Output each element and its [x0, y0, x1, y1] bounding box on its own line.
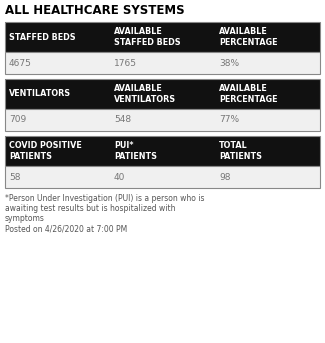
Text: VENTILATORS: VENTILATORS: [9, 90, 71, 98]
Bar: [5, 109, 320, 131]
Text: *Person Under Investigation (PUI) is a person who is: *Person Under Investigation (PUI) is a p…: [5, 194, 204, 203]
Bar: [5, 79, 110, 109]
Bar: [215, 166, 320, 188]
Bar: [215, 109, 320, 131]
Text: TOTAL
PATIENTS: TOTAL PATIENTS: [219, 141, 262, 161]
Text: AVAILABLE
STAFFED BEDS: AVAILABLE STAFFED BEDS: [114, 27, 181, 47]
Text: COVID POSITIVE
PATIENTS: COVID POSITIVE PATIENTS: [9, 141, 82, 161]
Text: AVAILABLE
PERCENTAGE: AVAILABLE PERCENTAGE: [219, 84, 278, 104]
Bar: [110, 52, 215, 74]
Text: symptoms: symptoms: [5, 214, 45, 223]
Bar: [5, 52, 320, 74]
Text: PUI*
PATIENTS: PUI* PATIENTS: [114, 141, 157, 161]
Text: awaiting test results but is hospitalized with: awaiting test results but is hospitalize…: [5, 204, 176, 213]
Text: 1765: 1765: [114, 59, 137, 68]
Text: 709: 709: [9, 116, 26, 125]
Text: 548: 548: [114, 116, 131, 125]
Bar: [5, 136, 110, 166]
Text: 58: 58: [9, 173, 20, 181]
Bar: [110, 136, 215, 166]
Text: 77%: 77%: [219, 116, 239, 125]
Text: STAFFED BEDS: STAFFED BEDS: [9, 33, 76, 42]
Bar: [5, 22, 320, 52]
Bar: [5, 52, 110, 74]
Text: AVAILABLE
VENTILATORS: AVAILABLE VENTILATORS: [114, 84, 176, 104]
Text: 98: 98: [219, 173, 230, 181]
Bar: [215, 22, 320, 52]
Bar: [5, 109, 110, 131]
Bar: [5, 136, 320, 166]
Text: ALL HEALTHCARE SYSTEMS: ALL HEALTHCARE SYSTEMS: [5, 4, 185, 17]
Bar: [215, 136, 320, 166]
Bar: [5, 166, 110, 188]
Bar: [215, 52, 320, 74]
Bar: [110, 166, 215, 188]
Bar: [110, 22, 215, 52]
Text: Posted on 4/26/2020 at 7:00 PM: Posted on 4/26/2020 at 7:00 PM: [5, 224, 127, 233]
Bar: [5, 79, 320, 109]
Bar: [110, 79, 215, 109]
Bar: [5, 166, 320, 188]
Bar: [110, 109, 215, 131]
Bar: [215, 79, 320, 109]
Text: 38%: 38%: [219, 59, 239, 68]
Bar: [5, 22, 110, 52]
Text: 40: 40: [114, 173, 125, 181]
Text: AVAILABLE
PERCENTAGE: AVAILABLE PERCENTAGE: [219, 27, 278, 47]
Text: 4675: 4675: [9, 59, 32, 68]
